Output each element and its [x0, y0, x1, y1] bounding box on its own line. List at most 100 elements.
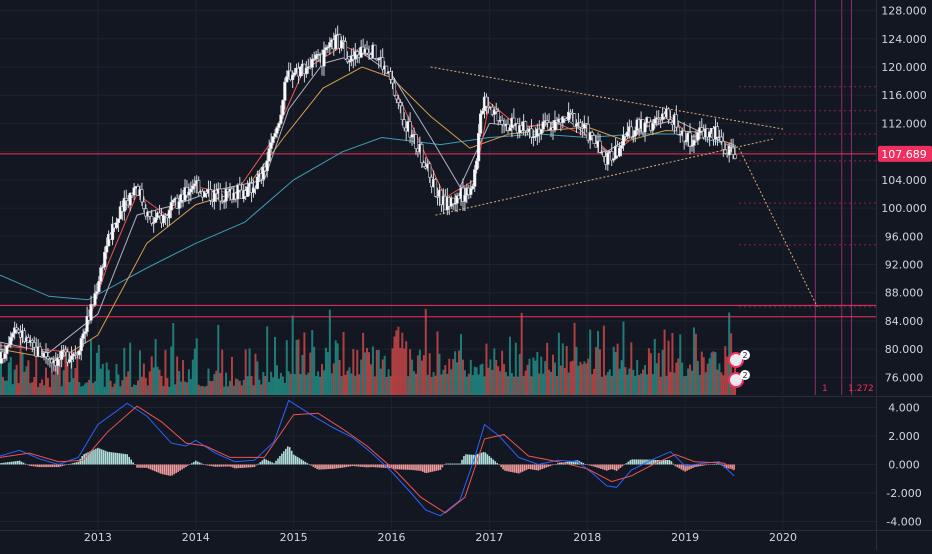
- volume-bar: [465, 376, 468, 395]
- volume-bar: [336, 343, 339, 395]
- macd-histogram-bar: [42, 464, 44, 468]
- macd-histogram-bar: [1, 462, 3, 465]
- y-tick-label: 76.000: [885, 371, 924, 384]
- candle-body: [684, 139, 688, 143]
- candle-body: [107, 233, 111, 247]
- macd-histogram-bar: [380, 464, 383, 468]
- macd-histogram-bar: [478, 453, 481, 465]
- macd-series-line: [0, 405, 735, 514]
- volume-bar: [534, 360, 537, 395]
- candle-body: [721, 141, 725, 150]
- macd-histogram-bar: [192, 461, 195, 465]
- macd-histogram-bar: [202, 464, 205, 465]
- volume-bar: [162, 386, 165, 395]
- volume-bar: [366, 347, 369, 395]
- macd-histogram-bar: [32, 464, 35, 467]
- volume-bar: [113, 383, 116, 395]
- macd-histogram-bar: [361, 464, 363, 467]
- moving-average-line: [0, 45, 735, 354]
- volume-bar: [411, 359, 414, 395]
- volume-bar: [591, 374, 594, 395]
- macd-histogram-bar: [281, 453, 283, 465]
- macd-histogram-bar: [412, 464, 414, 471]
- candle-body: [7, 344, 11, 347]
- macd-histogram-bar: [492, 459, 495, 465]
- volume-bar: [573, 322, 576, 395]
- macd-histogram-bar: [335, 464, 338, 469]
- candle-body: [81, 333, 85, 339]
- macd-histogram-bar: [236, 464, 238, 469]
- candle-body: [473, 169, 477, 187]
- macd-histogram-bar: [339, 464, 342, 468]
- macd-histogram-bar: [494, 461, 497, 465]
- macd-histogram-bar: [351, 464, 354, 467]
- volume-bar: [604, 375, 607, 395]
- flag-icon[interactable]: [728, 352, 744, 368]
- candle-body: [676, 126, 680, 135]
- macd-y-tick-label: 2.000: [888, 430, 920, 443]
- candle-body: [621, 134, 626, 146]
- candle-body: [328, 42, 332, 48]
- candle-body: [396, 98, 400, 103]
- volume-bar: [78, 382, 81, 395]
- macd-histogram-bar: [220, 464, 223, 467]
- macd-histogram-bar: [566, 461, 569, 465]
- candle-body: [541, 121, 545, 130]
- volume-bar: [285, 340, 288, 395]
- badge-2[interactable]: 2: [728, 370, 750, 388]
- volume-bar: [11, 384, 14, 395]
- macd-histogram-bar: [308, 464, 311, 465]
- candle-body: [433, 179, 438, 197]
- volume-bar: [377, 349, 380, 395]
- volume-bar: [403, 348, 406, 395]
- macd-histogram-bar: [314, 464, 316, 468]
- macd-histogram-bar: [588, 464, 591, 466]
- macd-histogram-bar: [142, 464, 144, 468]
- volume-bar: [706, 363, 709, 395]
- volume-bar: [606, 372, 609, 395]
- volume-bar: [91, 383, 94, 395]
- volume-bar: [704, 372, 707, 395]
- macd-histogram-bar: [359, 464, 361, 467]
- macd-histogram-bar: [402, 464, 405, 470]
- macd-histogram-bar: [651, 459, 653, 465]
- candle-body: [85, 315, 89, 332]
- volume-bar: [663, 329, 666, 395]
- candle-body: [500, 120, 504, 125]
- macd-histogram-bar: [63, 464, 66, 466]
- macd-histogram-bar: [355, 464, 358, 467]
- candle-body: [110, 223, 115, 240]
- macd-histogram-bar: [709, 464, 712, 465]
- volume-bar: [657, 353, 660, 395]
- macd-histogram-bar: [40, 464, 42, 468]
- candle-body: [218, 188, 222, 202]
- candle-body: [719, 136, 723, 142]
- candle-body: [56, 357, 60, 366]
- volume-bar: [542, 373, 545, 395]
- volume-bar: [352, 349, 355, 395]
- macd-histogram-bar: [55, 464, 58, 468]
- candle-body: [185, 187, 189, 196]
- volume-bar: [446, 373, 449, 395]
- candle-body: [314, 54, 318, 60]
- volume-bar: [673, 372, 676, 395]
- macd-histogram-bar: [641, 459, 643, 465]
- macd-histogram-bar: [733, 464, 735, 470]
- macd-histogram-bar: [606, 464, 608, 471]
- volume-bar: [506, 376, 509, 395]
- vertical-lines: [814, 0, 853, 395]
- macd-histogram-bar: [373, 464, 375, 468]
- badge-1[interactable]: 2: [728, 350, 750, 368]
- macd-histogram-bar: [555, 463, 557, 465]
- volume-bar: [256, 361, 259, 395]
- macd-histogram-bar: [34, 464, 37, 467]
- macd-histogram-bar: [496, 463, 499, 465]
- macd-histogram-bar: [382, 464, 385, 468]
- macd-histogram-bar: [294, 455, 297, 465]
- macd-histogram-bar: [631, 459, 634, 465]
- macd-histogram-bar: [12, 461, 15, 465]
- dividend-icon[interactable]: [728, 372, 744, 388]
- volume-bar: [223, 386, 226, 395]
- volume-bar: [123, 347, 126, 395]
